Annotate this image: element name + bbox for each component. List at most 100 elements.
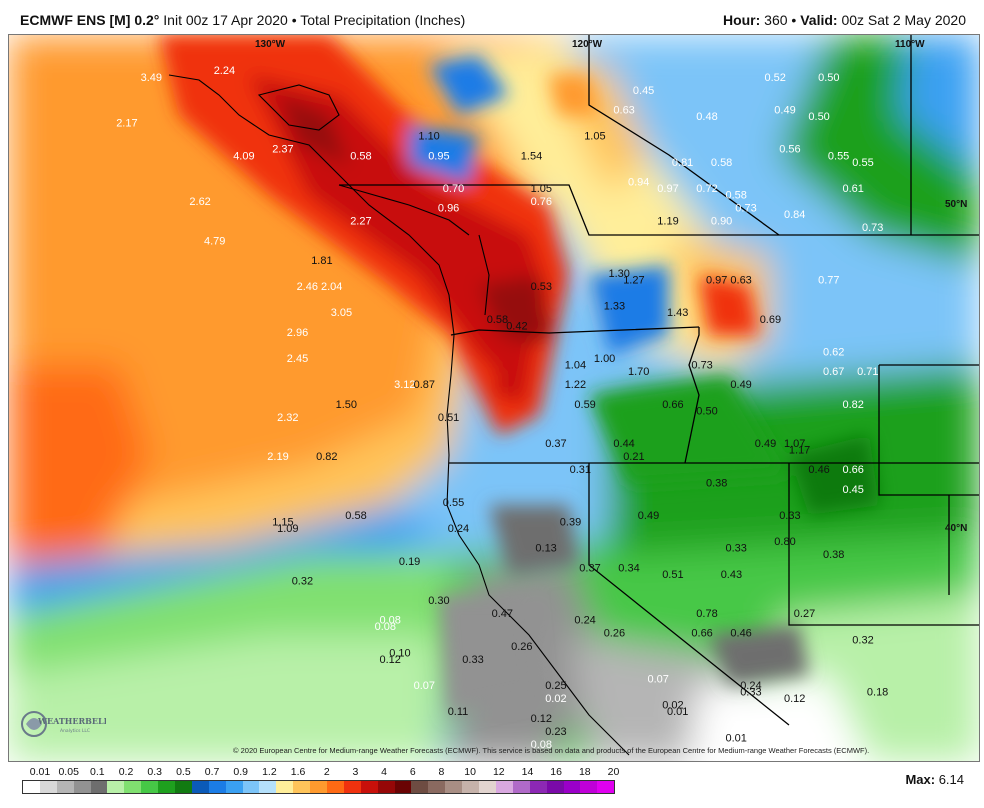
value-label: 0.55 [828,150,849,162]
value-label: 0.55 [852,157,873,169]
value-label: 0.34 [618,562,639,574]
value-label: 0.39 [560,517,581,529]
value-label: 0.45 [633,85,654,97]
value-label: 0.13 [535,543,556,555]
value-label: 0.50 [696,405,717,417]
legend-tick-label: 20 [607,766,620,778]
value-label: 0.24 [448,523,469,535]
precip-map-svg: 130°W 120°W 110°W 50°N 40°N 3.49 2.24 2.17… [9,35,979,761]
value-label: 0.73 [735,203,756,215]
island-outline [257,84,340,131]
value-label: 1.30 [609,268,630,280]
value-label: 0.42 [506,320,527,332]
value-label: 0.43 [721,569,742,581]
color-legend: 0.01 0.05 0.1 0.2 0.3 0.5 0.7 0.9 1.2 1.6 2 3 4 6 8 10 1… [22,766,702,796]
legend-color-bar [22,780,616,794]
value-label: 3.49 [141,72,162,84]
valid-value: 00z Sat 2 May 2020 [841,12,966,28]
value-label: 0.02 [662,700,683,712]
value-label: 0.10 [389,647,410,659]
value-label: 0.24 [740,680,761,692]
value-label: 4.09 [233,150,254,162]
value-label: 0.63 [613,105,634,117]
value-label: 0.44 [613,438,634,450]
valid-info: Hour: 360 • Valid: 00z Sat 2 May 2020 [723,12,966,28]
legend-swatch [563,781,581,793]
legend-tick-label: 3 [352,766,359,778]
legend-tick-label: 0.2 [118,766,134,778]
logo-graphic: WEATHERBELL Analytics LLC [21,711,110,737]
legend-swatch [208,781,226,793]
value-label: 0.48 [696,111,717,123]
value-label: 0.08 [375,621,396,633]
value-label: 0.82 [316,451,337,463]
value-label: 0.96 [438,203,459,215]
legend-tick-label: 18 [578,766,591,778]
legend-swatch [529,781,547,793]
value-label: 2.24 [214,65,235,77]
value-label: 1.54 [521,150,542,162]
us-canada-border [339,184,979,236]
value-label: 0.90 [711,216,732,228]
lon-120w-label: 120°W [572,39,603,50]
legend-tick-label: 16 [550,766,562,778]
value-label: 0.25 [545,680,566,692]
nevada-utah-border [788,463,979,626]
max-label: Max: [905,772,936,787]
value-label: 0.33 [740,687,761,699]
value-label: 1.22 [565,379,586,391]
header: ECMWF ENS [M] 0.2° Init 00z 17 Apr 2020 … [0,0,984,34]
legend-swatch [428,781,446,793]
value-label: 0.47 [492,608,513,620]
value-label: 0.12 [380,654,401,666]
value-label: 0.32 [292,575,313,587]
value-label: 1.17 [789,445,810,457]
value-label: 0.58 [350,150,371,162]
legend-tick-label: 0.5 [176,766,191,778]
value-label: 0.37 [545,438,566,450]
value-label: 0.67 [823,366,844,378]
legend-swatch [242,781,260,793]
value-label: 0.46 [808,464,829,476]
value-label: 1.10 [418,131,439,143]
legend-swatch [107,781,125,793]
map-borders [339,35,979,726]
value-label: 0.23 [545,726,566,738]
legend-swatch [411,781,429,793]
strait-outline [338,184,470,236]
sound-outline [478,234,490,316]
value-label: 3.05 [331,307,352,319]
legend-swatch [445,781,463,793]
value-label: 0.38 [823,549,844,561]
value-label: 0.49 [774,105,795,117]
legend-tick-label: 0.3 [147,766,162,778]
value-label: 0.95 [428,150,449,162]
legend-tick-label: 0.7 [204,766,220,778]
value-label: 0.66 [843,464,864,476]
value-label: 0.84 [784,209,805,221]
copyright-notice: © 2020 European Centre for Medium-range … [233,746,870,755]
legend-swatch [23,781,40,793]
hour-label: Hour: [722,12,761,28]
value-label: 0.12 [784,693,805,705]
value-label: 0.80 [774,536,795,548]
value-label: 0.49 [638,510,659,522]
logo-swirl-inner [26,718,42,730]
value-label: 0.63 [730,275,751,287]
value-label: 0.11 [448,706,469,718]
precip-map[interactable]: 130°W 120°W 110°W 50°N 40°N 3.49 2.24 2.17… [8,34,980,762]
legend-tick-label: 4 [381,766,388,778]
coastline [168,74,630,756]
legend-tick-label: 8 [438,766,445,778]
value-label: 0.46 [730,628,751,640]
map-title: ECMWF ENS [M] 0.2° Init 00z 17 Apr 2020 … [20,12,465,28]
value-label: 0.66 [662,399,683,411]
value-label: 0.12 [531,713,552,725]
value-label: 0.71 [857,366,878,378]
value-label: 0.62 [823,347,844,359]
value-label: 0.77 [818,275,839,287]
value-label: 0.26 [511,641,532,653]
legend-swatch [141,781,159,793]
lat-40n-label: 40°N [945,523,967,534]
value-label: 0.69 [760,314,781,326]
